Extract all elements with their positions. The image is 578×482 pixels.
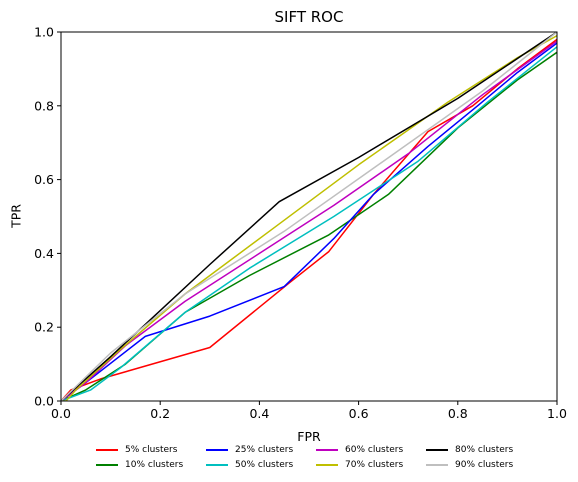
legend-item: 80% clusters [426,442,536,457]
x-tick-label: 0.2 [150,406,170,421]
x-tick-label: 0.8 [448,406,468,421]
chart-title: SIFT ROC [274,8,344,26]
series-line-0 [61,38,557,401]
axes-frame [60,31,558,402]
legend-label: 10% clusters [125,459,184,470]
series-line-2 [61,42,557,401]
legend-swatch [96,463,118,466]
legend-item: 50% clusters [206,457,316,472]
legend-label: 25% clusters [235,444,294,455]
legend: 5% clusters 10% clusters 25% clusters 50% c… [96,442,536,474]
legend-swatch [426,463,448,466]
y-tick-label: 0.0 [34,394,54,409]
series-line-3 [61,46,557,401]
legend-swatch [316,463,338,466]
series-line-7 [61,32,557,401]
legend-item: 60% clusters [316,442,426,457]
series-group [61,32,557,401]
x-axis-label: FPR [297,429,321,444]
legend-swatch [206,463,228,466]
legend-label: 90% clusters [455,459,514,470]
y-tick-label: 0.6 [34,172,54,187]
legend-item: 10% clusters [96,457,206,472]
y-tick-label: 0.2 [34,320,54,335]
legend-swatch [426,448,448,451]
series-line-4 [61,40,557,401]
legend-label: 60% clusters [345,444,404,455]
x-tick-label: 1.0 [547,406,567,421]
y-tick-label: 1.0 [34,25,54,40]
x-tick-label: 0.6 [349,406,369,421]
legend-swatch [206,448,228,451]
legend-swatch [96,448,118,451]
legend-label: 80% clusters [455,444,514,455]
legend-swatch [316,448,338,451]
legend-item: 25% clusters [206,442,316,457]
x-tick-label: 0.4 [249,406,269,421]
series-line-6 [61,32,557,401]
x-tick-label: 0.0 [51,406,71,421]
y-axis-label: TPR [8,204,24,228]
legend-item: 90% clusters [426,457,536,472]
legend-item: 70% clusters [316,457,426,472]
series-line-1 [61,51,557,401]
legend-item: 5% clusters [96,442,206,457]
legend-label: 70% clusters [345,459,404,470]
series-line-5 [61,35,557,401]
legend-label: 5% clusters [125,444,178,455]
y-tick-label: 0.4 [34,246,54,261]
y-tick-label: 0.8 [34,98,54,113]
legend-label: 50% clusters [235,459,294,470]
